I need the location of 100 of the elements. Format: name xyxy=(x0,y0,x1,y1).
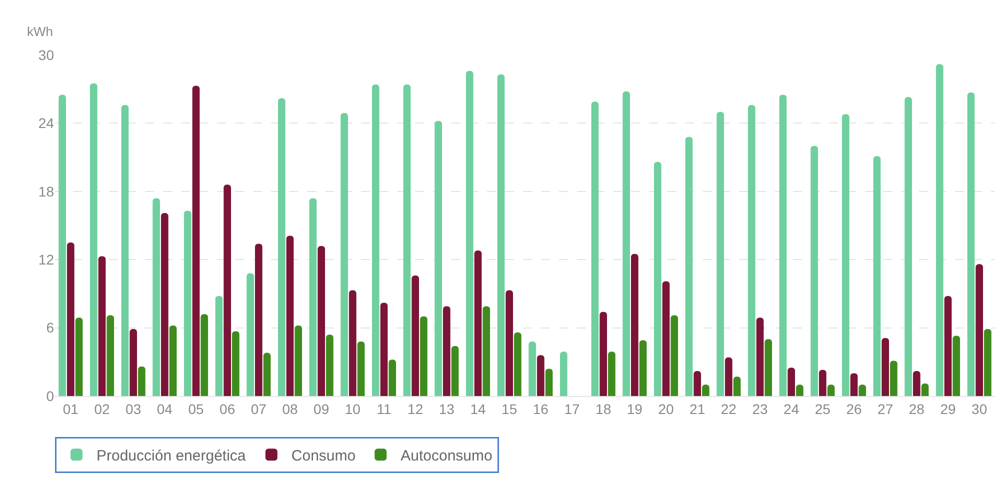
bar xyxy=(348,290,356,396)
bar xyxy=(560,352,568,396)
bar xyxy=(788,368,796,396)
bar xyxy=(138,366,146,396)
x-tick-label: 21 xyxy=(690,400,706,417)
bar xyxy=(403,84,411,396)
bar xyxy=(121,105,129,396)
bar xyxy=(810,146,818,396)
bar xyxy=(442,306,450,396)
x-tick-label: 23 xyxy=(752,400,768,417)
x-tick-label: 18 xyxy=(596,400,612,417)
bar xyxy=(733,376,741,396)
bar xyxy=(309,198,317,396)
x-tick-label: 05 xyxy=(188,400,204,417)
bar xyxy=(670,315,678,396)
bar xyxy=(545,368,553,396)
legend-label: Consumo xyxy=(291,448,356,465)
bar xyxy=(152,198,160,396)
bar xyxy=(497,74,505,396)
y-tick-label: 24 xyxy=(38,115,54,132)
bar xyxy=(224,184,232,396)
x-tick-label: 25 xyxy=(814,400,831,417)
x-tick-label: 28 xyxy=(908,400,925,417)
bar xyxy=(466,70,474,396)
x-tick-label: 03 xyxy=(126,400,142,417)
x-tick-label: 08 xyxy=(282,400,298,417)
bar xyxy=(591,102,599,396)
bar xyxy=(98,256,106,396)
y-tick-label: 0 xyxy=(46,388,54,404)
bar xyxy=(630,254,638,396)
x-tick-label: 09 xyxy=(314,400,330,417)
x-tick-label: 17 xyxy=(564,400,580,417)
bar xyxy=(952,336,960,396)
bar xyxy=(184,210,192,396)
x-tick-label: 26 xyxy=(846,400,862,417)
x-tick-label: 27 xyxy=(878,400,894,417)
bar xyxy=(286,236,294,396)
bar xyxy=(474,250,482,396)
bar xyxy=(106,315,114,396)
bar xyxy=(326,334,334,396)
bar xyxy=(340,112,348,396)
x-tick-label: 07 xyxy=(250,400,267,417)
bar xyxy=(506,290,514,396)
bar xyxy=(420,316,428,396)
bar xyxy=(434,120,442,396)
x-tick-label: 06 xyxy=(220,400,236,417)
bar xyxy=(756,318,764,396)
x-tick-label: 10 xyxy=(344,400,361,417)
x-tick-label: 12 xyxy=(408,400,424,417)
bar xyxy=(890,360,898,396)
bar xyxy=(528,341,536,396)
bar xyxy=(967,92,975,396)
bar xyxy=(263,352,271,396)
bar xyxy=(873,156,881,396)
x-tick-label: 22 xyxy=(720,400,737,417)
bar xyxy=(357,341,365,396)
bar xyxy=(278,98,286,396)
bar xyxy=(130,328,138,396)
x-tick-label: 13 xyxy=(438,400,455,417)
bar xyxy=(451,346,459,396)
bar xyxy=(779,94,787,396)
bar xyxy=(536,355,544,396)
y-axis-title: kWh xyxy=(27,24,53,39)
x-tick-label: 04 xyxy=(156,400,173,417)
bar xyxy=(904,97,912,396)
bar xyxy=(192,86,200,396)
bar xyxy=(622,91,630,396)
x-tick-label: 20 xyxy=(658,400,674,417)
bar xyxy=(294,326,302,396)
x-tick-label: 15 xyxy=(502,400,518,417)
bar xyxy=(984,328,992,396)
bar xyxy=(827,384,835,396)
bar xyxy=(694,370,702,396)
bar xyxy=(160,213,168,396)
bar xyxy=(232,331,240,396)
y-tick-label: 6 xyxy=(46,320,54,336)
bar xyxy=(482,306,490,396)
x-tick-label: 19 xyxy=(626,400,643,417)
bar xyxy=(254,244,262,396)
bar xyxy=(66,242,74,396)
bar xyxy=(608,352,616,396)
x-tick-label: 01 xyxy=(62,400,79,417)
bar xyxy=(514,332,522,396)
x-tick-label: 30 xyxy=(972,400,988,417)
bar xyxy=(976,264,984,396)
bar xyxy=(372,84,380,396)
x-tick-label: 14 xyxy=(470,400,486,417)
x-tick-label: 11 xyxy=(376,400,392,417)
bar xyxy=(858,384,866,396)
bar xyxy=(724,357,732,396)
legend-label: Producción energética xyxy=(96,448,246,465)
x-tick-label: 16 xyxy=(532,400,549,417)
bar xyxy=(388,360,396,396)
bar xyxy=(764,339,772,396)
bar xyxy=(796,384,804,396)
bar xyxy=(716,112,724,396)
bar xyxy=(912,370,920,396)
bar xyxy=(75,318,83,396)
bar xyxy=(842,114,850,396)
bar xyxy=(921,384,929,396)
